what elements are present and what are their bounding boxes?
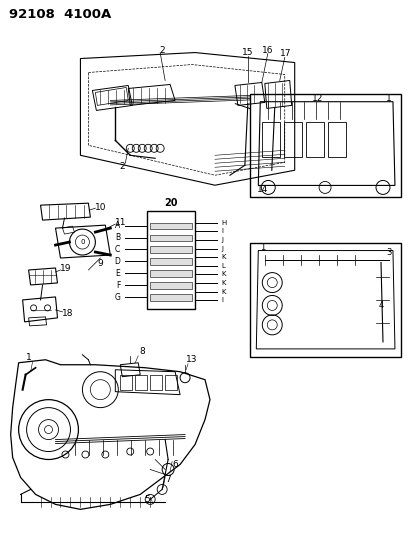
Text: I: I	[221, 228, 223, 235]
Bar	[150, 282, 191, 289]
Bar	[283, 122, 301, 157]
Text: G: G	[114, 293, 120, 302]
Text: 10: 10	[95, 203, 106, 212]
Text: C: C	[115, 245, 120, 254]
Text: 4: 4	[377, 301, 383, 310]
Text: 11: 11	[114, 217, 126, 227]
Text: 12: 12	[312, 94, 323, 103]
Bar	[150, 294, 191, 301]
Bar	[150, 246, 191, 253]
Text: 16: 16	[261, 46, 273, 55]
Text: K: K	[221, 254, 225, 260]
Text: 9: 9	[97, 259, 103, 268]
Text: B: B	[115, 233, 120, 242]
Text: 7: 7	[165, 475, 171, 484]
Text: 2: 2	[119, 161, 125, 171]
Text: 92108  4100A: 92108 4100A	[9, 8, 111, 21]
Text: 8: 8	[139, 348, 145, 356]
Text: 14: 14	[256, 185, 267, 194]
Text: K: K	[221, 271, 225, 278]
Text: 5: 5	[144, 495, 150, 504]
Text: 13: 13	[186, 356, 197, 364]
Text: J: J	[221, 246, 223, 252]
Bar	[305, 122, 323, 157]
Bar	[150, 235, 191, 241]
Text: 15: 15	[242, 48, 253, 57]
Text: 1: 1	[26, 353, 31, 362]
Text: 1: 1	[385, 94, 391, 103]
Bar	[327, 122, 345, 157]
Bar	[262, 122, 280, 157]
Text: 17: 17	[279, 49, 291, 58]
Text: H: H	[221, 220, 226, 225]
Text: I: I	[221, 297, 223, 303]
Text: 1: 1	[259, 243, 264, 252]
Text: 0: 0	[80, 239, 85, 245]
Bar	[150, 259, 191, 265]
Bar	[250, 94, 400, 197]
Text: 20: 20	[164, 198, 177, 208]
Text: L: L	[221, 263, 225, 269]
Text: E: E	[115, 269, 120, 278]
Bar	[147, 211, 194, 309]
Bar	[150, 223, 191, 229]
Text: A: A	[115, 221, 120, 230]
Text: F: F	[116, 281, 120, 290]
Bar	[250, 243, 400, 357]
Text: 2: 2	[159, 46, 164, 55]
Text: 3: 3	[385, 248, 391, 257]
Text: 18: 18	[62, 309, 73, 318]
Text: 19: 19	[59, 264, 71, 273]
Text: K: K	[221, 280, 225, 286]
Text: K: K	[221, 289, 225, 295]
Bar	[150, 270, 191, 277]
Text: J: J	[221, 237, 223, 243]
Text: D: D	[114, 257, 120, 266]
Text: 6: 6	[172, 460, 178, 469]
